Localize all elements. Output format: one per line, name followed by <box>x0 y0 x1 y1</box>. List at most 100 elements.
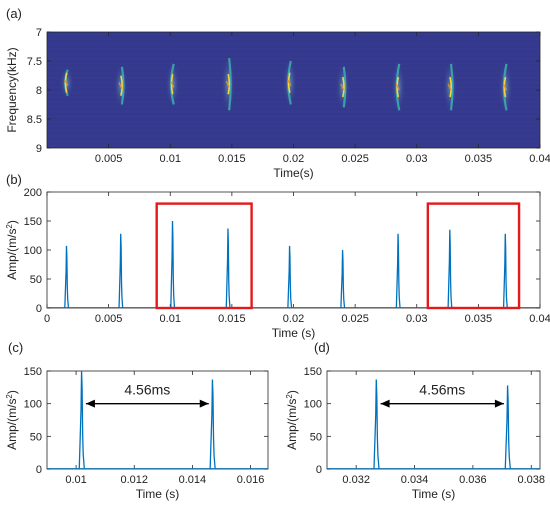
x-tick-label: 0.02 <box>283 313 304 325</box>
x-tick-label: 0.005 <box>95 153 123 165</box>
y-tick-label: 150 <box>24 366 42 378</box>
event-core <box>503 76 507 98</box>
x-tick-label: 0.04 <box>529 153 550 165</box>
signal-series <box>47 202 540 310</box>
event-trace <box>449 63 454 111</box>
interval-label: 4.56ms <box>124 382 170 398</box>
y-tick-label: 50 <box>30 431 42 443</box>
x-tick-label: 0.015 <box>218 313 246 325</box>
signal-peak <box>78 370 85 470</box>
x-axis-label: Time (s) <box>412 487 456 501</box>
highlight-box <box>155 202 253 310</box>
x-tick-label: 0.035 <box>465 313 493 325</box>
event-peak <box>287 79 292 87</box>
panel-0-axes: 0.005 0.01 0.015 0.02 0.025 0.03 0.035 0.04 7 7.5… <box>5 6 550 180</box>
x-tick-label: 0.032 <box>342 474 370 486</box>
x-tick-label: 0.016 <box>237 474 265 486</box>
x-tick-label: 0.01 <box>65 474 86 486</box>
panel-2-axes: 0.01 0.012 0.014 0.016 0 50 100 150 Time (s) Amp/… <box>5 340 269 501</box>
y-tick-label: 50 <box>30 274 42 286</box>
y-axis-label: Amp/(m/s2) <box>285 390 300 450</box>
interval-arrow-head-left <box>85 399 95 408</box>
x-tick-label: 0.034 <box>401 474 429 486</box>
x-axis-label: Time (s) <box>136 487 180 501</box>
x-tick-label: 0.03 <box>406 313 427 325</box>
x-tick-label: 0 <box>44 313 50 325</box>
panel-label: (a) <box>6 6 22 21</box>
event-core <box>342 76 345 98</box>
panel-label: (d) <box>314 340 330 355</box>
x-tick-label: 0.036 <box>459 474 487 486</box>
axes-frame <box>326 370 541 470</box>
event-core <box>449 76 453 98</box>
signal-peak <box>118 233 124 309</box>
signal-peak <box>373 379 380 470</box>
event-peak <box>395 83 400 91</box>
signal-peak <box>225 228 231 309</box>
signal-peak <box>340 249 346 309</box>
x-tick-label: 0.01 <box>160 313 181 325</box>
y-tick-label: 8 <box>36 85 42 97</box>
interval-arrow-head-right <box>494 399 504 408</box>
axes-frame <box>46 370 269 470</box>
y-tick-label: 9 <box>36 143 42 155</box>
x-tick-label: 0.012 <box>120 474 148 486</box>
highlight-box <box>426 202 521 310</box>
zoom-series: 4.56ms <box>327 379 540 470</box>
signal-peak <box>504 385 511 470</box>
x-tick-label: 0.04 <box>529 313 550 325</box>
spectrogram <box>47 32 540 148</box>
y-axis-label: Frequency(kHz) <box>5 47 19 132</box>
y-tick-label: 0 <box>316 464 322 476</box>
y-tick-label: 100 <box>24 399 42 411</box>
event-peak <box>118 82 123 89</box>
y-axis-label: Amp/(m/s2) <box>5 390 20 450</box>
signal-peak <box>170 220 176 309</box>
event-core <box>227 74 231 95</box>
signal-peak <box>447 229 453 309</box>
interval-arrow-head-right <box>199 399 209 408</box>
event-peak <box>447 83 452 91</box>
event-core <box>64 72 68 93</box>
x-tick-label: 0.035 <box>465 153 493 165</box>
event-core <box>170 74 174 95</box>
event-trace <box>120 66 125 105</box>
event-peak <box>502 83 508 91</box>
y-tick-label: 7 <box>36 27 42 39</box>
event-peak <box>170 80 175 88</box>
event-core <box>287 72 291 93</box>
panel-label: (c) <box>8 340 23 355</box>
event-peak <box>340 83 345 91</box>
x-tick-label: 0.038 <box>517 474 545 486</box>
y-tick-label: 200 <box>24 187 42 199</box>
x-tick-label: 0.025 <box>341 153 369 165</box>
y-axis-label: Amp/(m/s2) <box>5 220 20 280</box>
x-axis-label: Time(s) <box>273 166 313 180</box>
y-tick-label: 7.5 <box>27 56 42 68</box>
x-axis-label: Time (s) <box>272 326 316 340</box>
event-peak <box>64 79 69 87</box>
event-trace <box>342 66 347 108</box>
x-tick-label: 0.02 <box>283 153 304 165</box>
y-tick-label: 150 <box>24 216 42 228</box>
signal-peak <box>287 245 293 309</box>
y-tick-label: 0 <box>36 303 42 315</box>
signal-peak <box>209 379 216 470</box>
x-tick-label: 0.014 <box>179 474 207 486</box>
x-tick-label: 0.025 <box>341 313 369 325</box>
y-tick-label: 150 <box>304 366 322 378</box>
interval-label: 4.56ms <box>419 382 465 398</box>
y-tick-label: 8.5 <box>27 114 42 126</box>
panel-label: (b) <box>6 172 22 187</box>
signal-peak <box>395 233 401 309</box>
y-tick-label: 0 <box>36 464 42 476</box>
y-tick-label: 100 <box>24 245 42 257</box>
y-tick-label: 50 <box>310 431 322 443</box>
x-tick-label: 0.03 <box>406 153 427 165</box>
interval-arrow-head-left <box>380 399 390 408</box>
x-tick-label: 0.01 <box>160 153 181 165</box>
event-peak <box>225 80 230 88</box>
signal-peak <box>64 245 70 309</box>
panel-3-axes: 0.032 0.034 0.036 0.038 0 50 100 150 Time (s) Amp… <box>285 340 546 501</box>
